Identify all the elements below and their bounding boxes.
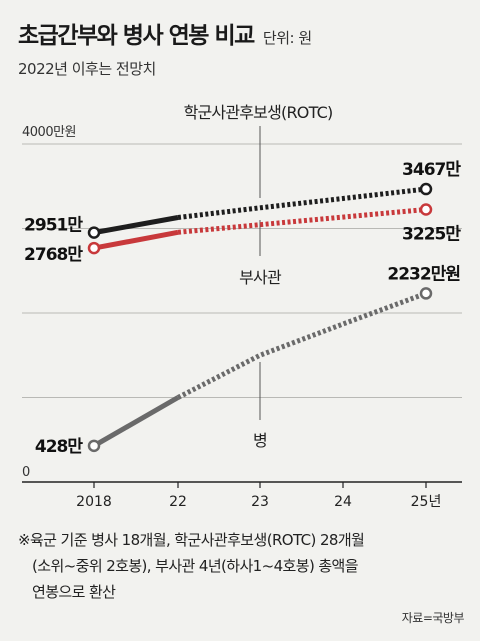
series-1-name-label: 부사관 <box>239 268 282 287</box>
series-1-point-0 <box>87 241 101 255</box>
x-tick-label-1: 22 <box>169 494 187 510</box>
series-2-point-0 <box>87 439 101 453</box>
series-1-end-value-label: 3225만 <box>402 224 461 244</box>
series-1-actual-line <box>93 229 179 251</box>
chart-title: 초급간부와 병사 연봉 비교 <box>18 23 255 49</box>
series-2-end-value-label: 2232만원 <box>387 264 460 284</box>
x-tick-label-3: 24 <box>334 494 352 510</box>
series-1-point-4 <box>419 203 433 216</box>
series-0-projected-line <box>177 186 427 220</box>
y-axis-top-label: 4000만원 <box>22 125 76 140</box>
unit-label: 단위: 원 <box>262 29 312 47</box>
footnote: ※육군 기준 병사 18개월, 학군사관후보생(ROTC) 28개월 (소위~중… <box>18 527 468 605</box>
x-tick-label-4: 25년 <box>411 494 442 510</box>
series-2-projected-line <box>176 291 427 400</box>
series-0-point-4 <box>419 182 433 196</box>
footnote-line-2: (소위~중위 2호봉), 부사관 4년(하사1~4호봉) 총액을 <box>32 557 359 575</box>
series-2-point-4 <box>419 287 433 300</box>
chart-subtitle: 2022년 이후는 전망치 <box>18 60 156 78</box>
line-chart: 4000만원 0 2018 22 23 24 25년 학군사관후보생(ROTC) 2951만 34… <box>22 103 462 510</box>
series-0-actual-line <box>93 215 179 236</box>
series-2-actual-line <box>92 395 180 449</box>
series-1-start-value-label: 2768만 <box>24 245 83 265</box>
series-0-start-value-label: 2951만 <box>24 216 83 236</box>
series-0-point-0 <box>87 226 101 239</box>
x-tick-label-2: 23 <box>251 494 269 510</box>
y-axis-zero-label: 0 <box>22 465 30 480</box>
series-2-name-label: 병 <box>253 431 267 450</box>
series-1-projected-line <box>177 206 427 235</box>
title-row: 초급간부와 병사 연봉 비교 단위: 원 <box>18 16 312 50</box>
source-note: 자료=국방부 <box>401 611 465 625</box>
series-0-name-label: 학군사관후보생(ROTC) <box>184 103 333 122</box>
footnote-line-1: ※육군 기준 병사 18개월, 학군사관후보생(ROTC) 28개월 <box>18 531 365 549</box>
x-tick-label-0: 2018 <box>76 494 112 510</box>
footnote-line-3: 연봉으로 환산 <box>32 583 116 601</box>
series-0-end-value-label: 3467만 <box>402 160 461 180</box>
series-2-start-value-label: 428만 <box>35 437 83 457</box>
